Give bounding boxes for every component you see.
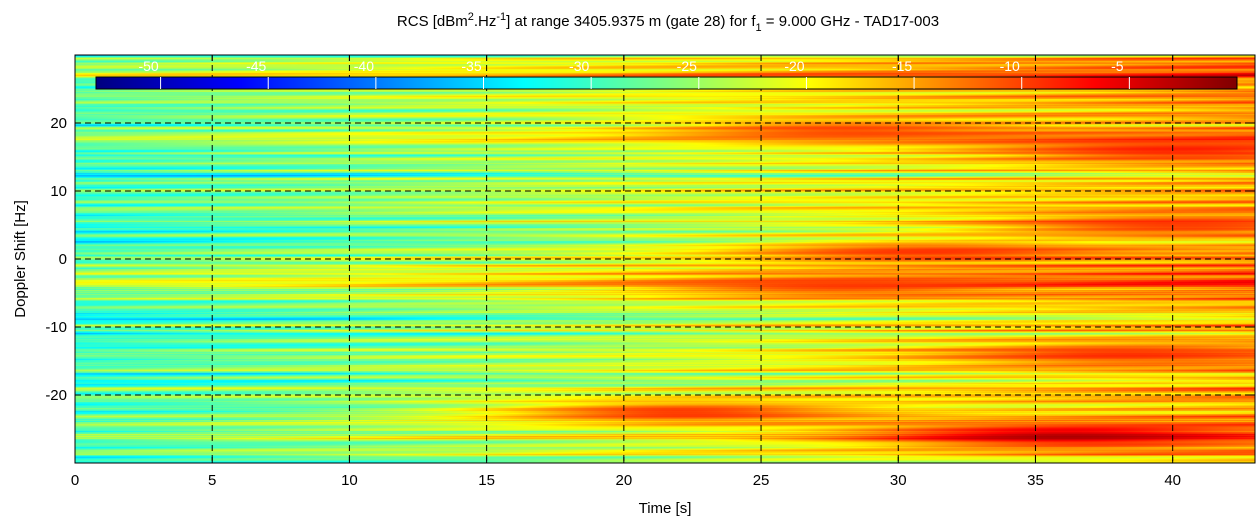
y-tick-label: 0 bbox=[59, 251, 67, 268]
y-tick-label: 20 bbox=[50, 115, 67, 132]
chart-title: RCS [dBm2.Hz-1] at range 3405.9375 m (ga… bbox=[397, 11, 939, 34]
x-tick-label: 30 bbox=[890, 472, 907, 489]
y-tick-label: 10 bbox=[50, 183, 67, 200]
grid-lines bbox=[75, 55, 1255, 463]
x-axis: 0 5 10 15 20 25 30 35 40 bbox=[71, 55, 1181, 489]
colorbar: -50 -45 -40 -35 -30 -25 -20 -15 -10 -5 bbox=[95, 58, 1238, 90]
y-axis: 20 10 0 -10 -20 bbox=[45, 115, 1255, 404]
colorbar-tick-label: -40 bbox=[354, 58, 374, 74]
plot-area: -50 -45 -40 -35 -30 -25 -20 -15 -10 -5 bbox=[74, 54, 1256, 464]
colorbar-tick-label: -35 bbox=[461, 58, 481, 74]
colorbar-tick-label: -25 bbox=[677, 58, 697, 74]
x-tick-label: 40 bbox=[1164, 472, 1181, 489]
colorbar-tick-label: -45 bbox=[246, 58, 266, 74]
x-tick-label: 0 bbox=[71, 472, 79, 489]
x-axis-label: Time [s] bbox=[639, 500, 692, 517]
x-tick-label: 25 bbox=[753, 472, 770, 489]
x-tick-label: 10 bbox=[341, 472, 358, 489]
colorbar-gradient bbox=[95, 76, 1238, 90]
x-tick-label: 20 bbox=[615, 472, 632, 489]
y-tick-label: -10 bbox=[45, 319, 67, 336]
colorbar-tick-label: -30 bbox=[569, 58, 589, 74]
y-tick-label: -20 bbox=[45, 387, 67, 404]
x-tick-label: 35 bbox=[1027, 472, 1044, 489]
x-tick-label: 15 bbox=[478, 472, 495, 489]
colorbar-tick-label: -15 bbox=[892, 58, 912, 74]
colorbar-tick-label: -10 bbox=[1000, 58, 1020, 74]
x-tick-label: 5 bbox=[208, 472, 216, 489]
y-axis-label: Doppler Shift [Hz] bbox=[12, 200, 29, 318]
colorbar-tick-label: -50 bbox=[138, 58, 158, 74]
colorbar-tick-label: -5 bbox=[1111, 58, 1124, 74]
colorbar-tick-label: -20 bbox=[784, 58, 804, 74]
